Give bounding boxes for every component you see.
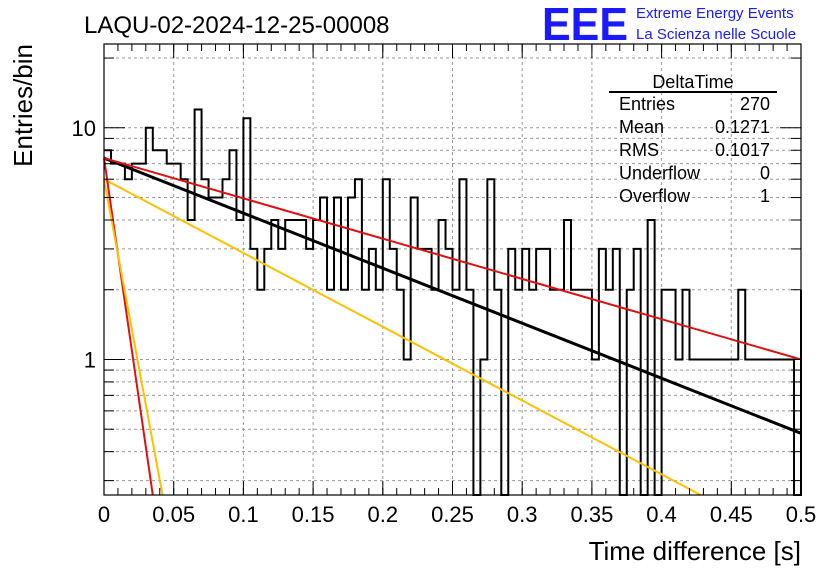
stats-row-label: Mean [619,117,664,137]
eee-logo: EEE Extreme Energy Events La Scienza nel… [542,0,796,50]
y-axis-label: Entries/bin [8,44,38,167]
logo-mark: EEE [542,0,628,50]
stats-row-value: 0 [760,163,770,183]
logo-line2: La Scienza nelle Scuole [636,26,796,43]
x-tick-label: 0.05 [152,502,195,527]
fit-curve [103,178,702,496]
x-tick-label: 0 [98,502,110,527]
x-tick-label: 0.25 [431,502,474,527]
logo-line1: Extreme Energy Events [636,5,794,22]
stats-row-label: Overflow [619,186,691,206]
stats-row-value: 0.1017 [715,140,770,160]
fit-curve [103,157,154,496]
stats-title: DeltaTime [652,72,733,92]
stats-box: DeltaTime Entries 270 Mean 0.1271 RMS 0.1017 U… [609,72,777,206]
x-tick-label: 0.2 [368,502,399,527]
grid-lines [104,44,801,495]
fit-curves [103,156,802,496]
stats-row-value: 270 [740,94,770,114]
x-tick-label: 0.35 [570,502,613,527]
stats-rows: Entries 270 Mean 0.1271 RMS 0.1017 Underflow 0 O… [619,94,770,206]
fit-curve [103,179,164,496]
x-axis-label: Time difference [s] [589,536,801,566]
stats-row-label: RMS [619,140,659,160]
y-axis-ticks: 110 [72,57,801,482]
stats-row-value: 1 [760,186,770,206]
fit-curve [103,156,802,435]
stats-row-label: Entries [619,94,675,114]
x-tick-label: 0.45 [710,502,753,527]
y-tick-label: 10 [72,116,96,141]
x-tick-label: 0.5 [786,502,817,527]
fit-curve [103,157,802,361]
chart-title: LAQU-02-2024-12-25-00008 [84,12,390,39]
x-tick-label: 0.3 [507,502,538,527]
x-tick-label: 0.4 [646,502,677,527]
x-tick-label: 0.15 [292,502,335,527]
y-tick-label: 1 [84,347,96,372]
x-tick-label: 0.1 [228,502,259,527]
stats-row-label: Underflow [619,163,701,183]
stats-row-value: 0.1271 [715,117,770,137]
x-axis-ticks: 0 0.05 0.1 0.15 0.2 0.25 0.3 0.35 0.4 0.45 0.5 [98,44,816,527]
